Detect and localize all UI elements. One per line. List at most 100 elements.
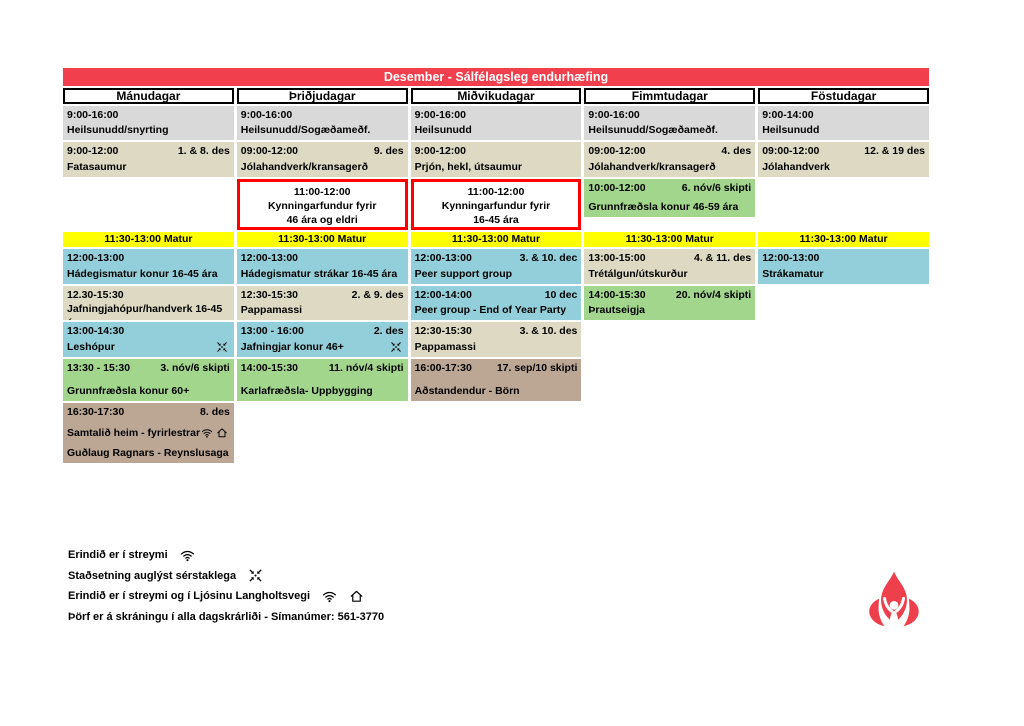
event-date: 10 dec — [544, 289, 578, 301]
event-time: 11:30-13:00 Matur — [799, 233, 888, 245]
event-cell: 12:00-13:00 3. & 10. dec Peer support grou… — [410, 249, 582, 284]
event-time: 12:00-13:00 — [762, 252, 820, 264]
event-title: Heilsunudd — [762, 124, 820, 136]
event-title: Aðstandendur - Börn — [414, 385, 520, 397]
event-title: Kynningarfundur fyrir — [441, 200, 551, 212]
event-time: 9:00-16:00 — [588, 109, 640, 121]
event-title: Strákamatur — [762, 268, 824, 280]
ljosid-flame-logo — [860, 569, 928, 635]
event-subtitle: 46 ára og eldri — [286, 214, 358, 226]
event-title: Samtalið heim - fyrirlestrar — [67, 426, 201, 439]
event-cell: 11:00-12:00 Kynningarfundur fyrir 46 ára o… — [236, 179, 408, 230]
event-title: Peer group - End of Year Party — [414, 304, 567, 316]
event-time: 11:00-12:00 — [293, 186, 351, 198]
schedule-title: Desember - Sálfélagsleg endurhæfing — [63, 68, 929, 86]
event-cell: 9:00-16:00 Heilsunudd — [410, 106, 582, 140]
event-cell: 9:00-12:00 1. & 8. des Fatasaumur — [63, 142, 234, 177]
event-time: 12:00-13:00 — [67, 252, 125, 264]
event-cell: 14:00-15:30 11. nóv/4 skipti Karlafræðsla-… — [236, 359, 408, 401]
event-title: Pappamassi — [240, 304, 303, 316]
event-time: 9:00-16:00 — [240, 109, 293, 121]
event-cell: 14:00-15:30 20. nóv/4 skipti Þrautseigja — [584, 286, 756, 320]
day-header: Mánudagar — [63, 88, 234, 104]
event-time: 10:00-12:00 — [588, 182, 646, 194]
lunch-cell: 11:30-13:00 Matur — [410, 232, 582, 247]
lunch-cell: 11:30-13:00 Matur — [63, 232, 234, 247]
location-arrows-icon — [216, 341, 228, 353]
event-time: 13:00 - 16:00 — [240, 325, 304, 337]
event-cell: 9:00-16:00 Heilsunudd/Sogæðameðf. — [584, 106, 756, 140]
event-cell: 9:00-14:00 Heilsunudd — [758, 106, 929, 140]
event-title: Leshópur — [67, 341, 115, 353]
event-title: Pappamassi — [414, 341, 476, 353]
event-date: 6. nóv/6 skipti — [681, 182, 752, 194]
event-time: 9:00-16:00 — [414, 109, 466, 121]
event-time: 9:00-12:00 — [67, 145, 119, 157]
event-time: 12:00-13:00 — [414, 252, 472, 264]
event-date: 12. & 19 des — [864, 145, 925, 157]
event-cell: 16:00-17:30 17. sep/10 skipti Aðstandendur… — [410, 359, 582, 401]
day-header: Fimmtudagar — [584, 88, 756, 104]
event-title: Prjón, hekl, útsaumur — [414, 161, 522, 173]
event-time: 12:00-14:00 — [414, 289, 472, 301]
event-cell: 12:30-15:30 2. & 9. des Pappamassi — [236, 286, 408, 320]
event-cell: 09:00-12:00 4. des Jólahandverk/kransagerð — [584, 142, 756, 177]
event-title: Grunnfræðsla konur 46-59 ára — [588, 201, 739, 213]
event-time: 12:30-15:30 — [240, 289, 299, 301]
wifi-icon — [322, 589, 337, 604]
event-cell: 13:30 - 15:30 3. nóv/6 skipti Grunnfræðsla… — [63, 359, 234, 401]
event-time: 09:00-12:00 — [588, 145, 646, 157]
event-cell: 9:00-12:00 Prjón, hekl, útsaumur — [410, 142, 582, 177]
event-date: 8. des — [200, 406, 230, 418]
event-title: Fatasaumur — [67, 161, 127, 173]
event-cell: 12.30-15:30 Jafningjahópur/handverk 16-45… — [63, 286, 234, 320]
event-time: 12.30-15:30 — [67, 289, 124, 301]
event-title: Jafningjar konur 46+ — [240, 341, 344, 353]
event-cell: 12:00-13:00 Strákamatur — [758, 249, 929, 284]
event-time: 9:00-14:00 — [762, 109, 814, 121]
event-title: Jólahandverk — [762, 161, 830, 173]
location-arrows-icon — [248, 568, 263, 583]
event-title: Grunnfræðsla konur 60+ — [67, 385, 190, 397]
legend-item: Staðsetning auglýst sérstaklega — [68, 566, 384, 587]
lunch-cell: 11:30-13:00 Matur — [758, 232, 929, 247]
event-title: Þrautseigja — [588, 304, 645, 316]
event-date: 2. & 9. des — [351, 289, 404, 301]
event-title: Heilsunudd/snyrting — [67, 124, 169, 136]
event-date: 1. & 8. des — [177, 145, 230, 157]
event-time: 13:00-14:30 — [67, 325, 125, 337]
event-icons — [390, 341, 404, 353]
event-cell: 9:00-16:00 Heilsunudd/snyrting — [63, 106, 234, 140]
legend-item: Erindið er í streymi — [68, 545, 384, 566]
wifi-icon — [180, 548, 195, 563]
event-time: 09:00-12:00 — [240, 145, 299, 157]
event-title: Jólahandverk/kransagerð — [588, 161, 716, 173]
event-title: Trétálgun/útskurður — [588, 268, 688, 280]
event-icons — [216, 341, 230, 353]
event-cell: 9:00-16:00 Heilsunudd/Sogæðameðf. — [236, 106, 408, 140]
home-icon — [349, 589, 364, 604]
event-date: 3. & 10. des — [519, 325, 578, 337]
event-time: 11:30-13:00 Matur — [104, 233, 193, 245]
event-time: 9:00-12:00 — [414, 145, 466, 157]
event-date: 3. nóv/6 skipti — [160, 362, 230, 374]
event-time: 13:30 - 15:30 — [67, 362, 131, 374]
event-date: 9. des — [373, 145, 404, 157]
schedule-table: Desember - Sálfélagsleg endurhæfing Mánu… — [63, 68, 929, 463]
legend-text: Þörf er á skráningu í alla dagskrárliði … — [68, 610, 385, 623]
event-date: 4. & 11. des — [693, 252, 752, 264]
day-header: Miðvikudagar — [410, 88, 582, 104]
lunch-cell: 11:30-13:00 Matur — [584, 232, 756, 247]
event-title: Hádegismatur strákar 16-45 ára — [240, 268, 398, 280]
event-date: 11. nóv/4 skipti — [328, 362, 404, 374]
legend-text: Erindið er í streymi og í Ljósinu Langho… — [68, 590, 311, 603]
event-time: 16:30-17:30 — [67, 406, 125, 418]
event-cell: 16:30-17:30 8. des Samtalið heim - fyrirle… — [63, 403, 234, 463]
day-header: Þriðjudagar — [236, 88, 408, 104]
event-title: Jafningjahópur/handverk 16-45 ára — [67, 303, 223, 320]
event-time: 09:00-12:00 — [762, 145, 820, 157]
event-title: Peer support group — [414, 268, 513, 280]
event-title: Kynningarfundur fyrir — [267, 200, 377, 212]
event-cell: 13:00 - 16:00 2. des Jafningjar konur 46+ — [236, 322, 408, 357]
